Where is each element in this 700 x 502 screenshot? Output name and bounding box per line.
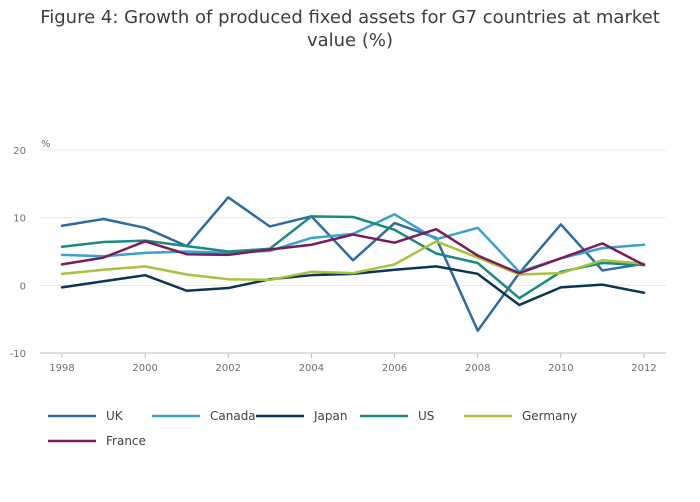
- legend-item-canada[interactable]: Canada: [152, 409, 256, 423]
- x-tick-label: 2008: [465, 363, 490, 374]
- legend-item-japan[interactable]: Japan: [256, 409, 347, 423]
- chart-title: Figure 4: Growth of produced fixed asset…: [40, 7, 660, 51]
- y-tick-label: 0: [20, 281, 26, 292]
- x-tick-label: 2006: [382, 363, 407, 374]
- legend-item-germany[interactable]: Germany: [464, 409, 577, 423]
- legend-label: Canada: [210, 409, 256, 423]
- y-tick-label: 10: [13, 214, 26, 225]
- legend-item-france[interactable]: France: [48, 434, 146, 448]
- y-axis-label: %: [41, 139, 51, 150]
- series-line-france: [60, 227, 646, 275]
- grid: [40, 149, 666, 354]
- x-tick-label: 2010: [548, 363, 573, 374]
- legend-item-us[interactable]: US: [360, 409, 434, 423]
- legend-item-uk[interactable]: UK: [48, 409, 124, 423]
- legend-label: Japan: [313, 409, 347, 423]
- x-tick-label: 2004: [299, 363, 324, 374]
- legend-label: US: [418, 409, 434, 423]
- series-lines: [60, 196, 646, 332]
- x-tick-label: 2002: [216, 363, 241, 374]
- x-tick-label: 1998: [49, 363, 74, 374]
- series-line-us: [60, 215, 646, 300]
- y-tick-label: 20: [13, 146, 26, 157]
- series-line-germany: [60, 240, 646, 282]
- legend-label: Germany: [522, 409, 577, 423]
- x-tick-label: 2000: [132, 363, 157, 374]
- series-line-uk: [60, 196, 646, 332]
- legend-label: UK: [106, 409, 124, 423]
- y-tick-label: -10: [10, 349, 26, 360]
- legend-label: France: [106, 434, 146, 448]
- legend: UK Canada Japan US Germany France: [48, 409, 577, 448]
- x-tick-label: 2012: [631, 363, 656, 374]
